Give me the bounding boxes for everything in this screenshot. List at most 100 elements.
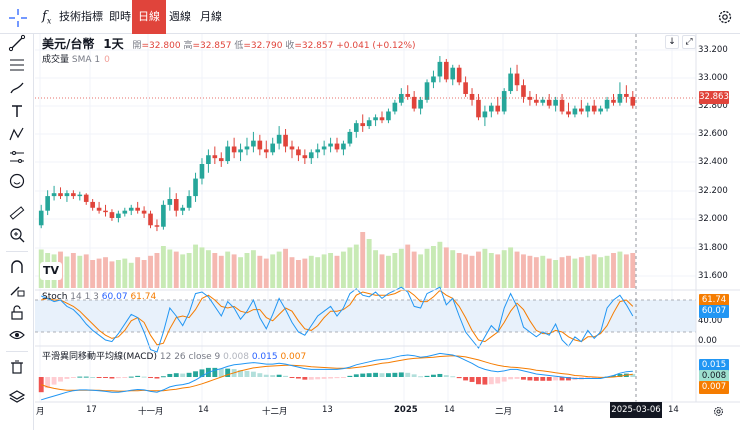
volume-bar [83, 254, 89, 288]
zoom-in-icon[interactable] [8, 226, 26, 244]
candle-body [392, 102, 398, 112]
macd-histogram-bar [411, 374, 417, 377]
stoch-k-value: 60.07 [101, 292, 128, 302]
candle-body [199, 164, 205, 179]
toolbar-divider [6, 351, 28, 352]
candle-body [51, 193, 57, 197]
indicators-button[interactable]: 技術指標 [59, 10, 103, 23]
candle-body [321, 146, 327, 150]
expand-button[interactable]: ⤢ [682, 35, 696, 49]
macd-histogram-bar [617, 373, 623, 377]
volume-bar [238, 257, 243, 288]
candle-body [624, 93, 629, 97]
macd-histogram-bar [521, 377, 526, 380]
macd-legend: 平滑異同移動平均線(MACD) 12 26 close 9 0.008 0.01… [42, 349, 306, 362]
candle-body [534, 99, 539, 103]
volume-bar [572, 258, 578, 288]
candle-body [96, 207, 102, 211]
settings-gear-icon[interactable] [716, 8, 734, 26]
axis-settings-gear-icon[interactable] [712, 405, 725, 418]
volume-bar [315, 257, 321, 288]
macd-histogram-bar [225, 368, 231, 377]
macd-histogram-bar [611, 375, 616, 377]
volume-label: 成交量 [42, 55, 70, 65]
scroll-down-button[interactable]: ↓ [665, 35, 679, 49]
macd-histogram-bar [392, 372, 398, 377]
macd-histogram-bar [566, 377, 571, 381]
volume-bar [392, 253, 398, 288]
toolbar-divider [6, 251, 28, 252]
candle-body [514, 73, 520, 86]
macd-histogram-bar [283, 375, 289, 377]
trend-line-icon[interactable] [8, 34, 26, 52]
indicators-icon[interactable]: fx [42, 9, 52, 26]
parallel-lines-icon[interactable] [8, 56, 26, 74]
candle-body [302, 155, 308, 159]
volume-bar [96, 258, 102, 288]
macd-histogram-bar [514, 377, 520, 379]
interval-label[interactable]: 1天 [103, 37, 124, 51]
candle-body [443, 61, 449, 80]
candle-body [431, 76, 436, 83]
crosshair-icon[interactable] [8, 8, 28, 28]
symbol-name[interactable]: 美元/台幣 [42, 37, 95, 51]
candle-body [604, 99, 610, 109]
macd-histogram-bar [585, 377, 591, 379]
magnet-icon[interactable] [8, 258, 26, 276]
volume-bar [193, 244, 198, 288]
low-value: =32.790 [243, 41, 283, 51]
macd-histogram-bar [154, 377, 160, 379]
volume-bar [463, 254, 469, 288]
candle-body [521, 85, 526, 97]
pattern-icon[interactable] [8, 125, 26, 143]
high-label: 高 [183, 41, 193, 51]
candle-body [103, 210, 108, 213]
layers-icon[interactable] [8, 388, 26, 406]
volume-bar [64, 256, 70, 288]
candle-body [328, 143, 333, 147]
volume-bar [514, 251, 520, 288]
tab-realtime[interactable]: 即時 [109, 10, 131, 23]
prediction-icon[interactable] [8, 148, 26, 166]
candle-body [122, 210, 128, 214]
price-tick: 33.200 [698, 45, 728, 55]
volume-bar [199, 247, 205, 288]
brush-icon[interactable] [8, 79, 26, 97]
stoch-lines [41, 286, 634, 353]
volume-bar [212, 253, 218, 288]
volume-bar [308, 255, 314, 288]
volume-bar [611, 253, 616, 288]
stoch-params: 14 1 3 [70, 292, 99, 302]
macd-histogram-bar [212, 367, 218, 377]
emoji-icon[interactable] [8, 172, 26, 190]
price-tick: 32.800 [698, 101, 728, 111]
lock-drawings-icon[interactable] [8, 281, 26, 299]
candle-body [527, 96, 533, 100]
volume-bar [488, 253, 494, 288]
tab-monthly[interactable]: 月線 [200, 10, 222, 23]
volume-bar [360, 232, 366, 288]
macd-signal-badge: 0.007 [699, 381, 729, 394]
volume-bar [373, 250, 379, 288]
candle-body [418, 99, 423, 109]
macd-histogram-bar [122, 377, 128, 378]
ruler-icon[interactable] [8, 204, 26, 222]
macd-histogram-bar [315, 377, 321, 380]
volume-bar [379, 254, 385, 288]
volume-bar [347, 247, 353, 288]
macd-histogram-bar [488, 377, 494, 385]
lock-icon[interactable] [8, 304, 26, 322]
tab-weekly[interactable]: 週線 [169, 10, 191, 23]
text-icon[interactable] [8, 102, 26, 120]
tab-daily[interactable]: 日線 [132, 0, 166, 34]
candle-body [456, 67, 462, 83]
candle-body [463, 82, 468, 94]
volume-bar [617, 251, 623, 288]
candle-body [154, 225, 160, 227]
eye-icon[interactable] [8, 326, 26, 344]
ohlc-legend: 美元/台幣 1天 開=32.800 高=32.857 低=32.790 收=32… [42, 35, 416, 52]
candle-body [180, 207, 185, 211]
trash-icon[interactable] [8, 358, 26, 376]
time-tick: 14 [198, 405, 209, 415]
